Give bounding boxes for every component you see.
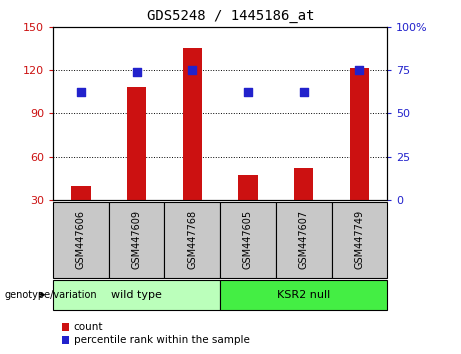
Bar (276, 202, 331, 278)
Text: KSR2 null: KSR2 null (277, 290, 331, 300)
Point (133, 69, 140, 74)
Bar (127, 87, 146, 200)
Bar (220, 280, 387, 310)
Text: genotype/variation: genotype/variation (5, 290, 97, 300)
Bar (109, 202, 165, 278)
Bar (183, 48, 202, 200)
Text: GSM447768: GSM447768 (187, 210, 197, 269)
Bar (349, 68, 369, 200)
Text: GSM447606: GSM447606 (76, 210, 86, 269)
Bar (53, 280, 220, 310)
Bar (238, 176, 258, 200)
Bar (62, 336, 69, 344)
Bar (331, 202, 387, 278)
Text: GSM447749: GSM447749 (355, 210, 364, 269)
Text: wild type: wild type (111, 290, 162, 300)
Bar (165, 202, 220, 278)
Text: GSM447609: GSM447609 (131, 210, 142, 269)
Text: GDS5248 / 1445186_at: GDS5248 / 1445186_at (147, 9, 314, 23)
Point (189, 67, 196, 73)
Text: GSM447607: GSM447607 (299, 210, 309, 269)
Bar (62, 323, 69, 331)
Bar (71, 185, 91, 200)
Text: GSM447605: GSM447605 (243, 210, 253, 269)
Point (77, 90, 84, 95)
Bar (294, 168, 313, 200)
Bar (53, 202, 109, 278)
Point (356, 67, 363, 73)
Point (244, 90, 252, 95)
Text: percentile rank within the sample: percentile rank within the sample (74, 335, 250, 345)
Bar (220, 202, 276, 278)
Point (300, 90, 307, 95)
Text: count: count (74, 322, 103, 332)
